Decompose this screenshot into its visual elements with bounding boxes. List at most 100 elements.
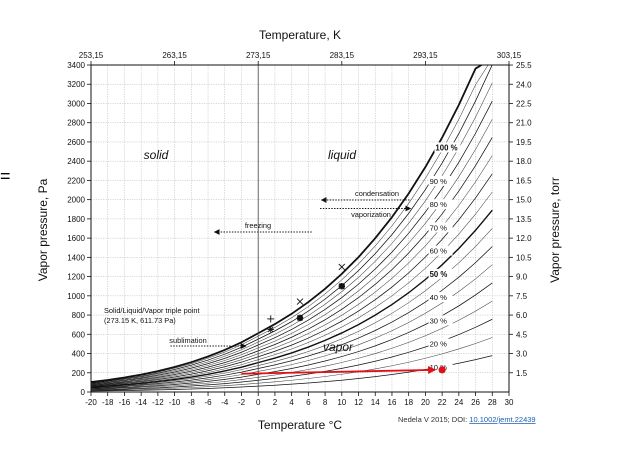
red-point	[438, 366, 446, 374]
x2-tick-label: 253,15	[79, 51, 104, 60]
sublimation-label: sublimation	[169, 336, 206, 345]
y2-tick-label: 6.0	[516, 311, 528, 320]
y2-tick-label: 19.5	[516, 138, 532, 147]
x2-tick-label: 303,15	[497, 51, 522, 60]
rh-minor-curve-15	[91, 337, 493, 391]
rh-label-60: 60 %	[430, 247, 448, 256]
y2-tick-label: 24.0	[516, 80, 532, 89]
citation: Nedela V 2015; DOI: 10.1002/jemt.22439	[398, 415, 536, 424]
y-tick-label: 0	[81, 388, 86, 397]
x-tick-label: 2	[273, 398, 278, 407]
x-tick-label: 22	[438, 398, 447, 407]
data-marker-2	[296, 298, 304, 305]
x-tick-label: 12	[354, 398, 363, 407]
y2-tick-label: 9.0	[516, 273, 528, 282]
rh-curve-30	[91, 282, 493, 390]
x-tick-label: 16	[388, 398, 397, 407]
y2-tick-label: 25.5	[516, 61, 532, 70]
marker-stroke	[338, 283, 345, 290]
triple-point-label-line1: Solid/Liquid/Vapor triple point	[104, 306, 200, 315]
rh-minor-curve-35	[91, 264, 493, 389]
y2-tick-label: 7.5	[516, 292, 528, 301]
x-tick-label: 28	[488, 398, 497, 407]
y-tick-label: 2400	[67, 157, 85, 166]
vaporization-label: vaporization	[351, 210, 391, 219]
y2-tick-label: 12.0	[516, 234, 532, 243]
x2-axis-title: Temperature, K	[259, 28, 341, 42]
data-marker-0	[267, 315, 275, 323]
y2-tick-label: 22.5	[516, 99, 532, 108]
y-tick-label: 200	[72, 369, 86, 378]
y-tick-label: 2800	[67, 119, 85, 128]
rh-curve-70	[91, 137, 493, 386]
triple-point-label-line2: (273.15 K, 611.73 Pa)	[104, 316, 176, 325]
y2-axis-title: Vapor pressure, torr	[548, 177, 562, 283]
rh-label-bg-50	[428, 268, 455, 279]
x2-tick-label: 293,15	[413, 51, 438, 60]
marker-stroke	[296, 298, 304, 305]
y-tick-label: 2200	[67, 176, 85, 185]
data-marker-5	[338, 283, 345, 290]
rh-label-bg-70	[428, 222, 453, 233]
x-tick-label: -14	[135, 398, 147, 407]
curve-layer	[91, 65, 493, 392]
red-arrow	[241, 366, 437, 375]
x-tick-label: -4	[221, 398, 229, 407]
region-liquid-label: liquid	[328, 148, 356, 162]
rh-label-bg-20	[428, 338, 453, 349]
x-tick-label: 4	[289, 398, 294, 407]
citation-text: Nedela V 2015; DOI:	[398, 415, 469, 424]
x-tick-label: 24	[454, 398, 463, 407]
x2-tick-label: 273,15	[246, 51, 271, 60]
rh-curve-20	[91, 318, 493, 391]
rh-minor-curve-85	[91, 82, 493, 384]
x-tick-label: -12	[152, 398, 164, 407]
region-vapor-label: vapor	[323, 340, 354, 354]
x-tick-label: -16	[119, 398, 131, 407]
y-tick-label: 1200	[67, 273, 85, 282]
x-axis-title: Temperature °C	[258, 418, 342, 432]
x2-tick-label: 263,15	[162, 51, 187, 60]
data-marker-4	[338, 263, 346, 271]
rh-label-20: 20 %	[430, 340, 448, 349]
grid-layer	[90, 64, 510, 393]
x-tick-label: -6	[204, 398, 212, 407]
annotation-layer: 10 % 20 % 30 % 40 % 50 % 60 % 70 % 80 % 90 % 100 …	[170, 142, 461, 375]
rh-minor-curve-95	[91, 65, 489, 383]
y-tick-label: 1600	[67, 234, 85, 243]
rh-label-bg-30	[428, 315, 453, 326]
rh-label-50: 50 %	[430, 270, 448, 279]
rh-label-40: 40 %	[430, 293, 448, 302]
x-tick-label: 8	[323, 398, 328, 407]
plot-frame	[90, 64, 510, 393]
y2-tick-label: 3.0	[516, 350, 528, 359]
y-tick-label: 3000	[67, 99, 85, 108]
x-tick-label: 14	[371, 398, 380, 407]
y2-tick-label: 15.0	[516, 196, 532, 205]
rh-minor-curve-65	[91, 155, 493, 386]
y-tick-label: 1400	[67, 253, 85, 262]
y-tick-label: 2600	[67, 138, 85, 147]
rh-minor-curve-45	[91, 228, 493, 388]
marker-layer	[267, 263, 346, 333]
data-marker-1	[267, 326, 274, 333]
y2-tick-label: 18.0	[516, 157, 532, 166]
x2-tick-label: 283,15	[330, 51, 355, 60]
rh-label-30: 30 %	[430, 316, 448, 325]
rh-label-bg-80	[428, 199, 453, 210]
marker-stroke	[267, 326, 274, 333]
rh-label-bg-90	[428, 175, 453, 186]
rh-label-bg-40	[428, 292, 453, 303]
y2-tick-label: 21.0	[516, 119, 532, 128]
y-axis-title: Vapor pressure, Pa	[36, 178, 50, 281]
citation-link[interactable]: 10.1002/jemt.22439	[469, 415, 535, 424]
y-tick-label: 600	[72, 330, 86, 339]
rh-curve-80	[91, 100, 493, 385]
y2-tick-label: 13.5	[516, 215, 532, 224]
rh-minor-curve-75	[91, 119, 493, 385]
x-tick-label: 6	[306, 398, 311, 407]
rh-curve-60	[91, 173, 493, 387]
x-tick-label: -8	[188, 398, 196, 407]
